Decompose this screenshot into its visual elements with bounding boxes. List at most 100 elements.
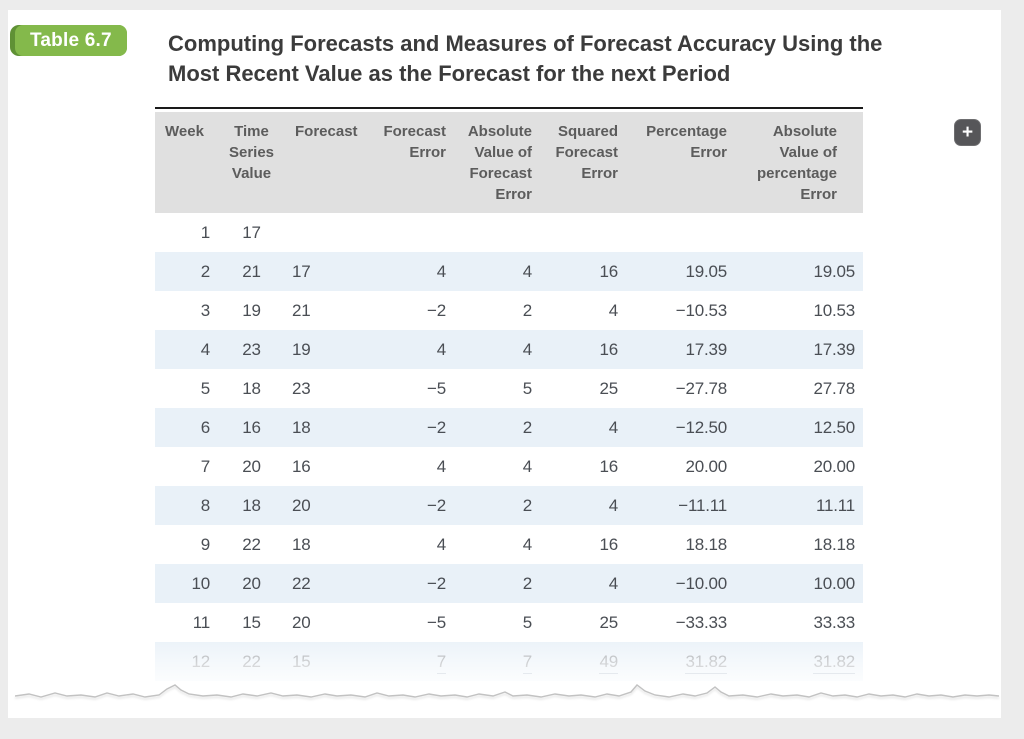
table-row-week-5: 5 18 23 −5 5 25 −27.78 27.78 bbox=[155, 369, 863, 408]
table-cell: 25 bbox=[599, 612, 618, 632]
table-cell: 16 bbox=[292, 456, 311, 476]
table-cell: 25 bbox=[599, 378, 618, 398]
table-cell: 23 bbox=[292, 378, 311, 398]
table-cell: 31.82 bbox=[626, 642, 735, 681]
table-cell: 4 bbox=[608, 300, 618, 320]
column-header-week: Week bbox=[155, 112, 218, 213]
column-header-percentage_error: Percentage Error bbox=[626, 112, 735, 213]
table-cell: 4 bbox=[540, 486, 626, 525]
table-cell: −2 bbox=[427, 300, 446, 320]
table-cell: −2 bbox=[369, 486, 454, 525]
table-body: 1 17 2 21 17 4 4 16 19.05 19.05 3 19 21 −2 2 4 −10.53 10.… bbox=[155, 213, 863, 681]
table-cell bbox=[369, 213, 454, 252]
table-cell: 20.00 bbox=[813, 456, 855, 476]
table-row-week-8: 8 18 20 −2 2 4 −11.11 11.11 bbox=[155, 486, 863, 525]
table-cell: 8 bbox=[155, 486, 218, 525]
table-cell: 21 bbox=[218, 252, 285, 291]
table-cell: 16 bbox=[540, 252, 626, 291]
table-cell: 4 bbox=[436, 456, 446, 476]
table-cell: −2 bbox=[369, 408, 454, 447]
table-cell: 4 bbox=[369, 252, 454, 291]
sum-underlined-value: 49 bbox=[599, 651, 618, 674]
table-cell: 16 bbox=[599, 456, 618, 476]
table-cell: 4 bbox=[454, 252, 540, 291]
sum-underlined-value: 7 bbox=[522, 651, 532, 674]
table-cell: 4 bbox=[436, 534, 446, 554]
table-cell: −2 bbox=[369, 564, 454, 603]
table-row-week-4: 4 23 19 4 4 16 17.39 17.39 bbox=[155, 330, 863, 369]
table-cell: 4 bbox=[522, 456, 532, 476]
table-cell: 18.18 bbox=[685, 534, 727, 554]
expand-button[interactable]: + bbox=[954, 119, 981, 146]
table-cell: 27.78 bbox=[813, 378, 855, 398]
table-cell: 5 bbox=[522, 612, 532, 632]
table-cell: 1 bbox=[200, 222, 210, 242]
table-cell: 15 bbox=[285, 642, 369, 681]
table-cell: 2 bbox=[522, 300, 532, 320]
table-cell: 10 bbox=[155, 564, 218, 603]
table-cell: −10.53 bbox=[675, 300, 727, 320]
table-cell: 22 bbox=[218, 642, 285, 681]
table-row-week-3: 3 19 21 −2 2 4 −10.53 10.53 bbox=[155, 291, 863, 330]
sum-underlined-value: 31.82 bbox=[685, 651, 727, 674]
table-header: Week Time Series Value Forecast Forecast Er… bbox=[155, 112, 863, 213]
table-cell: −5 bbox=[427, 378, 446, 398]
table-badge-inner: Table 6.7 bbox=[15, 25, 127, 56]
table-cell: 2 bbox=[155, 252, 218, 291]
table-cell: 12 bbox=[155, 642, 218, 681]
table-cell: 31.82 bbox=[735, 642, 863, 681]
table-cell bbox=[454, 213, 540, 252]
column-header-forecast: Forecast bbox=[285, 112, 369, 213]
table-row-week-6: 6 16 18 −2 2 4 −12.50 12.50 bbox=[155, 408, 863, 447]
table-cell: 23 bbox=[218, 330, 285, 369]
plus-icon: + bbox=[961, 122, 974, 143]
table-cell: 11.11 bbox=[735, 486, 863, 525]
table-cell: 22 bbox=[242, 534, 261, 554]
table-cell: 19 bbox=[242, 300, 261, 320]
table-cell: 16 bbox=[599, 534, 618, 554]
table-cell: 17 bbox=[242, 222, 261, 242]
table-badge: Table 6.7 bbox=[10, 25, 127, 56]
table-cell: −10.00 bbox=[626, 564, 735, 603]
table-cell: 4 bbox=[155, 330, 218, 369]
column-header-squared_forecast_error: Squared Forecast Error bbox=[540, 112, 626, 213]
table-row-week-10: 10 20 22 −2 2 4 −10.00 10.00 bbox=[155, 564, 863, 603]
table-cell: −33.33 bbox=[675, 612, 727, 632]
table-cell: 20 bbox=[242, 456, 261, 476]
table-cell: 6 bbox=[155, 408, 218, 447]
table-cell: 22 bbox=[285, 564, 369, 603]
table-cell: −5 bbox=[427, 612, 446, 632]
table-row-week-1: 1 17 bbox=[155, 213, 863, 252]
sum-underlined-value: 31.82 bbox=[813, 651, 855, 674]
table-cell: 19.05 bbox=[626, 252, 735, 291]
table-badge-label: Table 6.7 bbox=[30, 29, 112, 51]
table-cell: 2 bbox=[454, 408, 540, 447]
table-cell bbox=[626, 213, 735, 252]
table-cell: 17 bbox=[285, 252, 369, 291]
table-cell: 10.53 bbox=[813, 300, 855, 320]
table-cell: 7 bbox=[454, 642, 540, 681]
table-cell: 17.39 bbox=[626, 330, 735, 369]
table-cell: 18 bbox=[242, 378, 261, 398]
table-cell: 4 bbox=[540, 408, 626, 447]
table-header-row: Week Time Series Value Forecast Forecast Er… bbox=[155, 112, 863, 213]
table-row-week-11: 11 15 20 −5 5 25 −33.33 33.33 bbox=[155, 603, 863, 642]
table-cell: 12.50 bbox=[735, 408, 863, 447]
column-header-time_series_value: Time Series Value bbox=[218, 112, 285, 213]
forecast-accuracy-table: Week Time Series Value Forecast Forecast Er… bbox=[155, 112, 863, 681]
table-cell: 10.00 bbox=[735, 564, 863, 603]
table-cell: 19 bbox=[285, 330, 369, 369]
table-cell: 9 bbox=[200, 534, 210, 554]
table-top-border bbox=[155, 107, 863, 109]
table-cell: 20.00 bbox=[685, 456, 727, 476]
table-cell: 7 bbox=[200, 456, 210, 476]
table-cell: −27.78 bbox=[675, 378, 727, 398]
table-cell: 4 bbox=[540, 564, 626, 603]
table-cell: 33.33 bbox=[813, 612, 855, 632]
sum-underlined-value: 7 bbox=[436, 651, 446, 674]
table-cell: 4 bbox=[369, 330, 454, 369]
table-cell: 4 bbox=[522, 534, 532, 554]
table-cell: 20 bbox=[292, 612, 311, 632]
table-cell: 19.05 bbox=[735, 252, 863, 291]
